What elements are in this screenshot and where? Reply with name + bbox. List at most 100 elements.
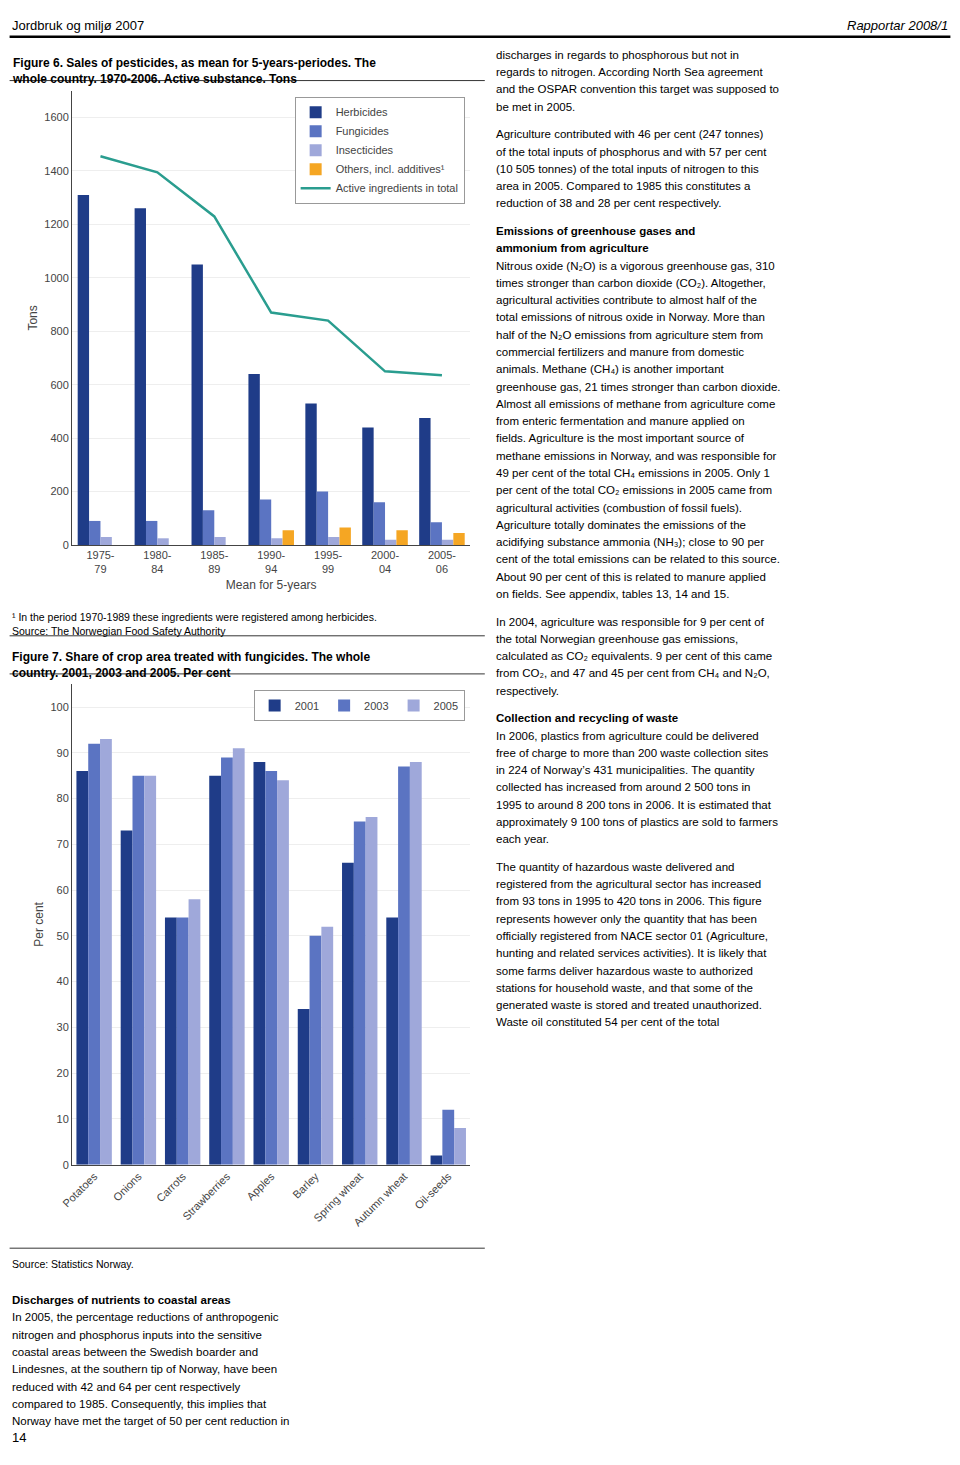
svg-text:Figure 7. Share of crop area t: Figure 7. Share of crop area treated wit… [12, 650, 370, 680]
svg-text:calculated as CO₂ equivalents.: calculated as CO₂ equivalents. 9 per cen… [496, 650, 772, 662]
svg-text:Collection and recycling of wa: Collection and recycling of waste [496, 712, 678, 724]
svg-text:2001: 2001 [295, 700, 319, 712]
svg-text:100: 100 [50, 701, 68, 713]
svg-text:represents however only the qu: represents however only the quantity tha… [496, 913, 757, 925]
svg-text:2005-06: 2005-06 [428, 549, 456, 575]
svg-text:collected has increased from a: collected has increased from around 2 50… [496, 781, 750, 793]
svg-text:Apples: Apples [244, 1170, 277, 1203]
svg-text:About 90 per cent of this is r: About 90 per cent of this is related to … [496, 571, 766, 583]
svg-text:times stronger than carbon dio: times stronger than carbon dioxide (CO₂)… [496, 277, 766, 289]
svg-text:the total Norwegian greenhouse: the total Norwegian greenhouse gas emiss… [496, 633, 738, 645]
svg-text:10: 10 [57, 1113, 69, 1125]
svg-text:cent of the total emissions ca: cent of the total emissions can be relat… [496, 553, 780, 565]
svg-text:The quantity of hazardous wast: The quantity of hazardous waste delivere… [496, 861, 734, 873]
svg-text:fields. Agriculture is the mos: fields. Agriculture is the most importan… [496, 432, 745, 444]
svg-text:agricultural activities (combu: agricultural activities (combustion of f… [496, 502, 742, 514]
svg-text:Onions: Onions [111, 1170, 144, 1203]
svg-text:Lindesnes, at the southern tip: Lindesnes, at the southern tip of Norway… [12, 1363, 277, 1375]
svg-text:registered from the agricultur: registered from the agricultural sector … [496, 878, 761, 890]
svg-text:on fields. See appendix, table: on fields. See appendix, tables 13, 14 a… [496, 588, 729, 600]
svg-text:Mean for 5-years: Mean for 5-years [226, 578, 317, 592]
svg-text:Barley: Barley [290, 1170, 321, 1201]
svg-text:Agriculture totally dominates: Agriculture totally dominates the emissi… [496, 519, 746, 531]
svg-text:stations for household waste,: stations for household waste, and that s… [496, 982, 753, 994]
svg-text:2000-04: 2000-04 [371, 549, 399, 575]
svg-text:area in 2005. Compared to 1985: area in 2005. Compared to 1985 this cons… [496, 180, 751, 192]
svg-text:Almost all emissions of methan: Almost all emissions of methane from agr… [496, 398, 775, 410]
svg-text:1985-89: 1985-89 [200, 549, 228, 575]
svg-text:nitrogen and phosphorus inputs: nitrogen and phosphorus inputs into the … [12, 1329, 262, 1341]
svg-text:90: 90 [57, 747, 69, 759]
svg-text:Jordbruk og miljø 2007: Jordbruk og miljø 2007 [12, 18, 144, 33]
svg-text:regards to nitrogen. According: regards to nitrogen. According North Sea… [496, 66, 763, 78]
svg-text:Per cent: Per cent [32, 901, 46, 946]
svg-text:1980-84: 1980-84 [143, 549, 171, 575]
svg-text:from enteric fermentation and: from enteric fermentation and manure app… [496, 415, 745, 427]
svg-text:0: 0 [63, 1159, 69, 1171]
svg-text:total emissions of nitrous oxi: total emissions of nitrous oxide in Norw… [496, 311, 765, 323]
svg-text:Others, incl. additives¹: Others, incl. additives¹ [336, 163, 445, 175]
svg-text:Autumn wheat: Autumn wheat [351, 1170, 409, 1228]
svg-text:2005: 2005 [434, 700, 458, 712]
svg-text:methane emissions in Norway, a: methane emissions in Norway, and was res… [496, 450, 777, 462]
svg-text:Rapportar 2008/1: Rapportar 2008/1 [847, 18, 948, 33]
svg-text:600: 600 [50, 379, 68, 391]
svg-text:Tons: Tons [26, 305, 40, 330]
svg-text:In 2005, the percentage reduct: In 2005, the percentage reductions of an… [12, 1311, 279, 1323]
svg-text:Norway have met the target of: Norway have met the target of 50 per cen… [12, 1415, 289, 1427]
svg-text:800: 800 [50, 325, 68, 337]
svg-text:Waste oil constituted 54 per c: Waste oil constituted 54 per cent of the… [496, 1016, 719, 1028]
svg-text:reduction of 38 and 28 per cen: reduction of 38 and 28 per cent respecti… [496, 197, 721, 209]
svg-text:Fungicides: Fungicides [336, 125, 390, 137]
svg-text:Herbicides: Herbicides [336, 106, 388, 118]
svg-text:1990-94: 1990-94 [257, 549, 285, 575]
svg-text:¹ In the period 1970-1989 thes: ¹ In the period 1970-1989 these ingredie… [12, 611, 377, 623]
svg-text:Source: Statistics Norway.: Source: Statistics Norway. [12, 1258, 134, 1270]
svg-text:Carrots: Carrots [154, 1170, 188, 1204]
svg-text:49 per cent of the total CH₄ e: 49 per cent of the total CH₄ emissions i… [496, 467, 770, 479]
svg-text:approximately 9 100 tons of pl: approximately 9 100 tons of plastics are… [496, 816, 778, 828]
svg-text:1975-79: 1975-79 [86, 549, 114, 575]
svg-text:respectively.: respectively. [496, 685, 559, 697]
svg-text:1600: 1600 [44, 111, 68, 123]
svg-text:in 224 of Norway’s 431 municip: in 224 of Norway’s 431 municipalities. T… [496, 764, 755, 776]
svg-text:Emissions of greenhouse gases: Emissions of greenhouse gases and [496, 225, 695, 237]
svg-text:(10 505 tonnes) of the total i: (10 505 tonnes) of the total inputs of n… [496, 163, 759, 175]
svg-text:of the total inputs of phospho: of the total inputs of phosphorus and wi… [496, 146, 767, 158]
svg-text:agricultural activities contri: agricultural activities contribute to al… [496, 294, 757, 306]
svg-text:Oil-seeds: Oil-seeds [412, 1170, 454, 1212]
svg-text:generated waste is stored and: generated waste is stored and treated un… [496, 999, 762, 1011]
svg-text:officially registered from NAC: officially registered from NACE sector 0… [496, 930, 768, 942]
svg-text:per cent of the total CO₂ emis: per cent of the total CO₂ emissions in 2… [496, 484, 772, 496]
svg-text:ammonium from agriculture: ammonium from agriculture [496, 242, 649, 254]
svg-text:1995-99: 1995-99 [314, 549, 342, 575]
svg-text:Active ingredients in total: Active ingredients in total [336, 182, 458, 194]
svg-text:1995 to around 8 200 tons in 2: 1995 to around 8 200 tons in 2006. It is… [496, 799, 772, 811]
svg-text:some farms deliver hazardous w: some farms deliver hazardous waste to au… [496, 965, 753, 977]
svg-text:70: 70 [57, 838, 69, 850]
svg-text:from 93 tons in 1995 to 420 to: from 93 tons in 1995 to 420 tons in 2006… [496, 895, 762, 907]
svg-text:animals. Methane (CH₄) is anot: animals. Methane (CH₄) is another import… [496, 363, 725, 375]
svg-text:free of charge to more than 20: free of charge to more than 200 waste co… [496, 747, 769, 759]
svg-text:and the OSPAR convention this: and the OSPAR convention this target was… [496, 83, 779, 95]
svg-text:reduced with 42 and 64 per cen: reduced with 42 and 64 per cent respecti… [12, 1381, 240, 1393]
svg-text:acidifying substance ammonia (: acidifying substance ammonia (NH₃); clos… [496, 536, 764, 548]
svg-text:Strawberries: Strawberries [180, 1170, 232, 1222]
svg-text:1400: 1400 [44, 165, 68, 177]
svg-text:1000: 1000 [44, 272, 68, 284]
svg-text:Spring wheat: Spring wheat [311, 1170, 365, 1224]
svg-text:30: 30 [57, 1021, 69, 1033]
svg-text:40: 40 [57, 975, 69, 987]
svg-text:Agriculture contributed with 4: Agriculture contributed with 46 per cent… [496, 128, 763, 140]
svg-text:200: 200 [50, 485, 68, 497]
svg-text:Source: The Norwegian Food Saf: Source: The Norwegian Food Safety Author… [12, 625, 226, 637]
svg-text:half of the N₂O emissions from: half of the N₂O emissions from agricultu… [496, 329, 763, 341]
svg-text:greenhouse gas, 21 times stron: greenhouse gas, 21 times stronger than c… [496, 381, 781, 393]
svg-text:hunting and related services a: hunting and related services activities)… [496, 947, 767, 959]
svg-text:14: 14 [12, 1430, 26, 1445]
svg-text:Nitrous oxide (N₂O) is a vigor: Nitrous oxide (N₂O) is a vigorous greenh… [496, 260, 775, 272]
svg-text:coastal areas between the Swed: coastal areas between the Swedish boarde… [12, 1346, 258, 1358]
svg-text:Potatoes: Potatoes [60, 1170, 100, 1210]
svg-text:each year.: each year. [496, 833, 549, 845]
svg-text:be met in 2005.: be met in 2005. [496, 101, 575, 113]
